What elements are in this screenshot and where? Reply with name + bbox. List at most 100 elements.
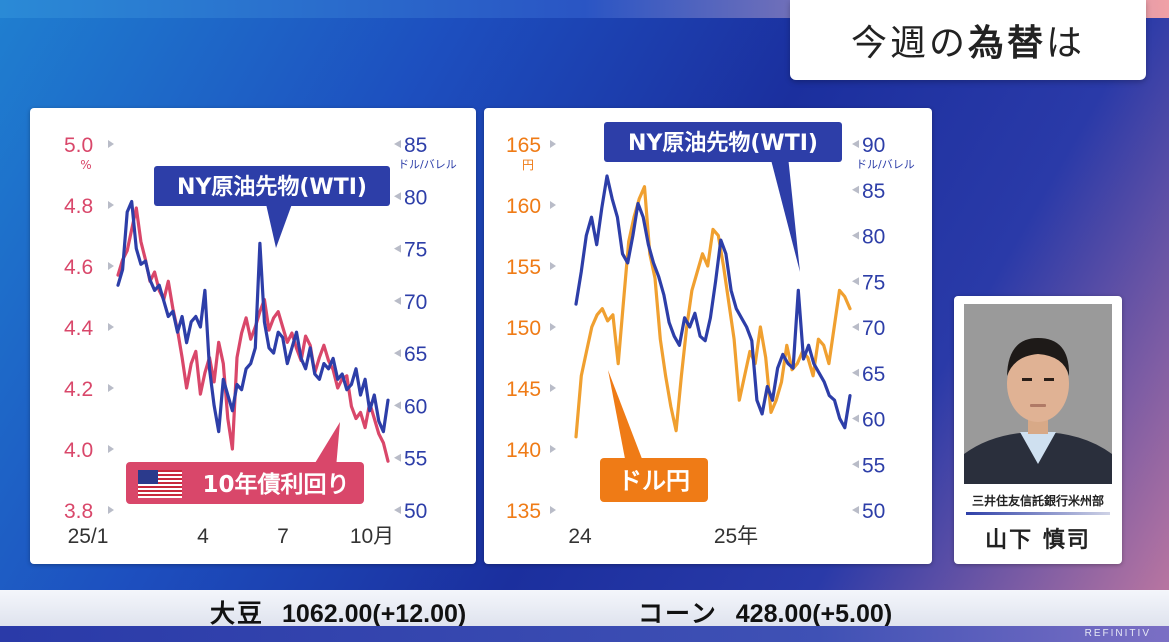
left-axis-tick-arrow [108, 201, 114, 209]
right-axis-tick-label: 55 [404, 448, 427, 471]
ticker-item-soybean: 大豆 1062.00(+12.00) [210, 594, 466, 630]
wti-callout-box [154, 166, 390, 206]
left-axis-tick-label: 4.2 [64, 378, 93, 401]
left-axis-tick-arrow [550, 506, 556, 514]
left-axis-unit: 円 [522, 158, 534, 172]
right-axis-tick-label: 60 [404, 395, 427, 418]
affiliation-underline [966, 512, 1110, 515]
usdjpy-callout-box [600, 458, 708, 502]
wti-callout-pointer [770, 156, 800, 272]
left-axis-tick-label: 155 [506, 256, 541, 279]
right-axis-tick-arrow [394, 296, 401, 305]
chart-panel-yield-wti: 5.0 4.8 4.6 4.4 4.2 4.0 3.8% 85 80 75 70 65 60 55 50 ドル… [30, 108, 476, 564]
title-bold: 為替 [967, 23, 1046, 64]
left-axis-tick-arrow [550, 262, 556, 270]
right-axis-tick-label: 90 [862, 134, 885, 157]
ticker-value: 1062.00(+12.00) [282, 600, 467, 628]
right-axis-tick-arrow [852, 277, 859, 286]
us-flag-stripe [138, 482, 182, 484]
wti-callout-pointer [266, 204, 292, 248]
left-axis-tick-label: 4.4 [64, 317, 94, 340]
us-flag-stripe [138, 494, 182, 496]
right-axis-tick-label: 50 [862, 500, 885, 523]
right-axis-tick-arrow [852, 323, 859, 331]
chart-panel-usdjpy-wti: 165 160 155 150 145 140 135 円 90 85 80 75 70 65 60 55 50… [484, 108, 932, 564]
avatar [964, 304, 1112, 484]
right-axis-tick-label: 70 [404, 291, 427, 314]
left-axis-tick-label: 145 [506, 378, 541, 401]
yield-series-line [116, 206, 390, 463]
brand-logo: REFINITIV [1084, 628, 1151, 639]
left-axis-tick-label: 140 [506, 439, 541, 462]
us-flag-stripe [138, 474, 182, 476]
left-axis-tick-label: 135 [506, 500, 541, 523]
page-title: 今週の 為替は [790, 0, 1146, 80]
x-axis-tick-label: 10月 [350, 525, 394, 548]
right-axis-tick-arrow [394, 349, 401, 358]
usdjpy-callout-pointer [608, 370, 644, 464]
left-axis-tick-arrow [108, 323, 114, 331]
right-axis-tick-arrow [394, 140, 401, 148]
right-axis-tick-arrow [394, 401, 401, 410]
x-axis-tick-label: 25/1 [68, 525, 109, 548]
left-axis-tick-arrow [550, 140, 556, 148]
yield-callout-pointer [312, 422, 340, 468]
yield-callout-box [126, 462, 364, 504]
us-flag-stripe [138, 470, 182, 472]
right-axis-tick-label: 50 [404, 500, 427, 523]
ticker-name: 大豆 [210, 600, 265, 628]
left-axis-tick-arrow [108, 506, 114, 514]
wti-series-line [116, 199, 390, 434]
us-flag-stripe [138, 490, 182, 492]
us-flag-canton [138, 470, 158, 484]
left-axis-tick-arrow [550, 201, 556, 209]
right-axis-tick-arrow [852, 140, 859, 148]
right-axis-tick-label: 55 [862, 454, 885, 477]
right-axis-tick-arrow [852, 231, 859, 240]
wti-callout-label: NY原油先物(WTI) [177, 174, 367, 200]
right-axis-tick-arrow [852, 414, 859, 423]
usdjpy-callout-label: ドル円 [618, 467, 690, 495]
left-axis-tick-label: 4.8 [64, 195, 93, 218]
wti-series-line [574, 174, 852, 430]
title-prefix: 今週の [850, 23, 968, 64]
right-axis-unit: ドル/バレル [398, 158, 457, 171]
left-axis-tick-arrow [108, 140, 114, 148]
right-axis-tick-label: 85 [404, 134, 427, 157]
left-axis-tick-label: 4.0 [64, 439, 93, 462]
x-axis-tick-label: 24 [568, 525, 592, 548]
yield-callout-label: 10年債利回り [202, 471, 349, 498]
x-axis-tick-label: 7 [277, 525, 289, 548]
chart-usdjpy-wti: 165 160 155 150 145 140 135 円 90 85 80 75 70 65 60 55 50… [506, 122, 915, 548]
right-axis-tick-arrow [852, 460, 859, 469]
commentator-affiliation: 三井住友信託銀行米州部 [971, 494, 1104, 508]
bottom-band [0, 626, 1169, 642]
x-axis-tick-label: 4 [197, 525, 209, 548]
right-axis-tick-arrow [852, 185, 859, 194]
right-axis-tick-label: 75 [404, 239, 427, 262]
right-axis-tick-arrow [394, 453, 401, 462]
us-flag-stripe [138, 478, 182, 480]
left-axis-tick-label: 4.6 [64, 256, 93, 279]
right-axis-tick-arrow [394, 506, 401, 514]
right-axis-unit: ドル/バレル [856, 158, 915, 171]
right-axis-tick-label: 80 [862, 226, 885, 249]
left-axis-tick-arrow [550, 323, 556, 331]
right-axis-tick-arrow [394, 192, 401, 201]
ticker-name: コーン [638, 600, 718, 628]
left-axis-tick-label: 3.8 [64, 500, 93, 523]
chart-yield-wti: 5.0 4.8 4.6 4.4 4.2 4.0 3.8% 85 80 75 70 65 60 55 50 ドル… [64, 134, 457, 548]
right-axis-tick-arrow [852, 368, 859, 377]
wti-callout-box [604, 122, 842, 162]
left-axis-tick-arrow [108, 262, 114, 270]
commodity-ticker: 大豆 1062.00(+12.00) コーン 428.00(+5.00) [0, 590, 1169, 628]
commentator-name: 山下 慎司 [985, 528, 1091, 553]
left-axis-tick-label: 165 [506, 134, 541, 157]
left-axis-tick-label: 5.0 [64, 134, 93, 157]
left-axis-tick-arrow [550, 384, 556, 392]
commentator-card: 三井住友信託銀行米州部 山下 慎司 [954, 296, 1122, 564]
ticker-item-corn: コーン 428.00(+5.00) [638, 594, 892, 630]
right-axis-tick-label: 70 [862, 317, 885, 340]
us-flag-stripe [138, 486, 182, 488]
right-axis-tick-label: 85 [862, 180, 885, 203]
